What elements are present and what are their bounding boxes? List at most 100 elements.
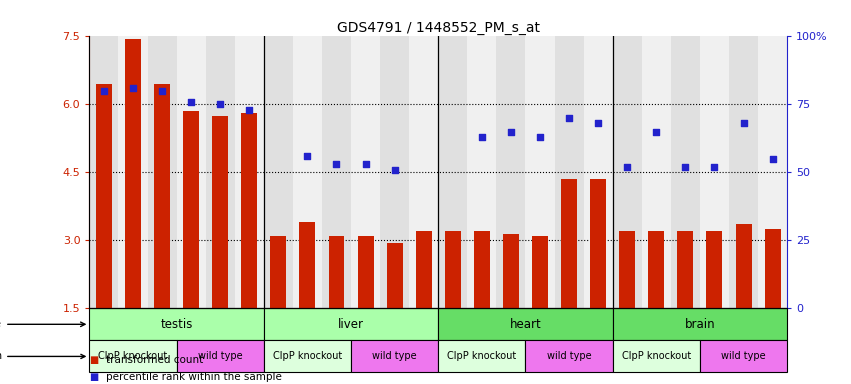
Text: ■: ■	[89, 372, 99, 382]
Text: ClpP knockout: ClpP knockout	[99, 351, 168, 361]
Bar	[242, 114, 257, 308]
Bar	[671, 36, 700, 308]
Bar	[445, 231, 460, 308]
Text: ■: ■	[89, 355, 99, 365]
Point	[649, 129, 663, 135]
Bar	[416, 231, 431, 308]
Bar	[613, 308, 787, 340]
Point	[300, 153, 314, 159]
Text: testis: testis	[160, 318, 193, 331]
Bar	[409, 36, 438, 308]
Point	[97, 88, 111, 94]
Point	[708, 164, 722, 170]
Bar	[89, 308, 264, 340]
Bar	[613, 340, 700, 372]
Bar	[235, 36, 264, 308]
Bar	[89, 36, 118, 308]
Bar	[264, 308, 438, 340]
Bar	[765, 229, 780, 308]
Point	[475, 134, 488, 140]
Point	[766, 156, 780, 162]
Bar	[264, 36, 293, 308]
Bar	[212, 116, 228, 308]
Bar	[474, 231, 490, 308]
Bar	[584, 36, 613, 308]
Text: brain: brain	[685, 318, 715, 331]
Bar	[648, 231, 665, 308]
Bar	[206, 36, 235, 308]
Point	[185, 99, 198, 105]
Bar	[620, 231, 635, 308]
Bar	[532, 236, 548, 308]
Bar	[758, 36, 787, 308]
Bar	[176, 340, 264, 372]
Bar	[503, 233, 519, 308]
Text: tissue: tissue	[0, 319, 85, 329]
Bar	[147, 36, 176, 308]
Bar	[351, 36, 380, 308]
Bar	[154, 84, 170, 308]
Text: wild type: wild type	[547, 351, 591, 361]
Point	[591, 120, 605, 126]
Bar	[438, 340, 525, 372]
Bar	[706, 231, 722, 308]
Text: percentile rank within the sample: percentile rank within the sample	[106, 372, 283, 382]
Bar	[386, 243, 403, 308]
Bar	[496, 36, 525, 308]
Bar	[183, 111, 199, 308]
Text: heart: heart	[510, 318, 541, 331]
Bar	[526, 340, 613, 372]
Bar	[591, 179, 606, 308]
Title: GDS4791 / 1448552_PM_s_at: GDS4791 / 1448552_PM_s_at	[337, 22, 540, 35]
Bar	[328, 236, 345, 308]
Point	[243, 107, 256, 113]
Point	[678, 164, 692, 170]
Bar	[264, 340, 351, 372]
Text: ClpP knockout: ClpP knockout	[273, 351, 342, 361]
Bar	[293, 36, 322, 308]
Point	[214, 101, 227, 108]
Bar	[555, 36, 584, 308]
Text: ClpP knockout: ClpP knockout	[448, 351, 517, 361]
Bar	[729, 36, 758, 308]
Bar	[735, 225, 751, 308]
Point	[620, 164, 634, 170]
Point	[359, 161, 373, 167]
Bar	[677, 231, 694, 308]
Text: transformed count: transformed count	[106, 355, 203, 365]
Bar	[700, 340, 787, 372]
Point	[737, 120, 751, 126]
Text: liver: liver	[338, 318, 364, 331]
Bar	[271, 236, 286, 308]
Text: wild type: wild type	[373, 351, 417, 361]
Point	[388, 167, 402, 173]
Point	[329, 161, 343, 167]
Bar	[438, 36, 467, 308]
Bar	[357, 236, 374, 308]
Bar	[322, 36, 351, 308]
Point	[155, 88, 168, 94]
Text: wild type: wild type	[198, 351, 243, 361]
Text: wild type: wild type	[722, 351, 766, 361]
Bar	[96, 84, 111, 308]
Bar	[642, 36, 671, 308]
Point	[504, 129, 517, 135]
Text: ClpP knockout: ClpP knockout	[622, 351, 691, 361]
Point	[534, 134, 547, 140]
Bar	[118, 36, 147, 308]
Bar	[613, 36, 642, 308]
Bar	[561, 179, 577, 308]
Bar	[176, 36, 206, 308]
Bar	[467, 36, 496, 308]
Bar	[351, 340, 438, 372]
Bar	[526, 36, 555, 308]
Bar	[89, 340, 176, 372]
Bar	[700, 36, 729, 308]
Point	[126, 85, 140, 91]
Text: genotype/variation: genotype/variation	[0, 351, 85, 361]
Bar	[438, 308, 613, 340]
Bar	[380, 36, 409, 308]
Bar	[300, 222, 316, 308]
Bar	[125, 39, 141, 308]
Point	[563, 115, 576, 121]
